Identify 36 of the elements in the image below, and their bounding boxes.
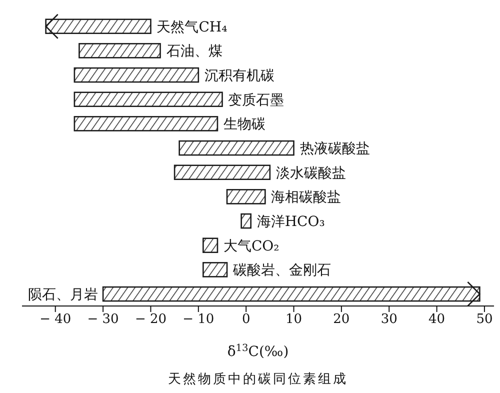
x-tick-label: 40 [428,312,446,328]
bar [74,67,200,83]
y-tick-label: 大气CO₂ [223,238,280,254]
bar [178,140,294,156]
x-tick-label: 50 [476,312,493,328]
bar [226,189,266,204]
x-tick-label: 30 [380,312,398,328]
x-tick-label: − 10 [182,312,214,328]
bar [174,164,271,180]
x-tick-label: 10 [285,312,302,328]
x-tick-label: − 30 [87,312,119,328]
y-tick-label: 热液碳酸盐 [300,140,370,157]
y-tick-label: 陨石、月岩 [28,286,98,303]
bar [78,43,161,58]
y-tick-label: 碳酸岩、金刚石 [232,262,332,279]
x-axis-title: δ$^{13}$C(‰) [227,342,289,360]
bar [202,262,228,278]
y-tick-label: 淡水碳酸盐 [276,165,346,182]
x-tick-label: 0 [242,312,250,328]
y-tick-label: 海相碳酸盐 [271,190,342,206]
x-tick-label: − 40 [40,312,72,328]
bar [74,116,218,132]
bar [74,92,223,108]
y-tick-label: 天然气CH₄ [156,19,228,36]
y-tick-label: 生物碳 [223,116,266,133]
bar [240,213,252,229]
y-tick-label: 变质石墨 [228,92,284,108]
y-tick-label: 海洋HCO₃ [256,214,325,230]
bar [45,18,152,34]
bar [102,286,480,302]
text: 天然物质中的碳同位素组成 [167,371,349,388]
x-tick-label: 20 [333,312,350,328]
x-tick-label: − 20 [134,312,167,328]
y-tick-label: 沉积有机碳 [204,68,274,84]
y-tick-label: 石油、煤 [166,44,222,60]
bar [202,238,218,254]
